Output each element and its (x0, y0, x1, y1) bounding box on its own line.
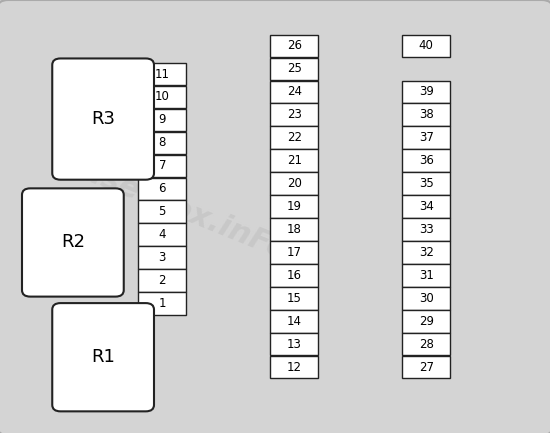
Bar (270, 287, 318, 310)
Bar (270, 81, 318, 103)
Text: 22: 22 (287, 131, 302, 144)
Bar (138, 63, 186, 85)
Text: 31: 31 (419, 269, 434, 282)
Bar (402, 264, 450, 287)
Text: 24: 24 (287, 85, 302, 98)
Text: 39: 39 (419, 85, 434, 98)
Text: 27: 27 (419, 361, 434, 374)
Text: 4: 4 (158, 228, 166, 241)
Bar (138, 292, 186, 315)
Text: 40: 40 (419, 39, 434, 52)
Bar (402, 287, 450, 310)
Bar (270, 310, 318, 333)
Bar (270, 218, 318, 241)
Text: 14: 14 (287, 315, 302, 328)
Text: 20: 20 (287, 177, 302, 190)
Bar (270, 58, 318, 80)
Text: 29: 29 (419, 315, 434, 328)
Bar (270, 241, 318, 264)
Bar (270, 356, 318, 378)
Bar (138, 155, 186, 177)
Text: 1: 1 (158, 297, 166, 310)
Text: 21: 21 (287, 154, 302, 167)
Text: 34: 34 (419, 200, 434, 213)
Text: 11: 11 (155, 68, 170, 81)
Bar (270, 149, 318, 172)
Text: 37: 37 (419, 131, 434, 144)
Bar (270, 126, 318, 149)
Text: 7: 7 (158, 159, 166, 172)
Text: 10: 10 (155, 90, 170, 103)
Text: 8: 8 (158, 136, 166, 149)
Text: 36: 36 (419, 154, 434, 167)
Bar (402, 310, 450, 333)
Text: 33: 33 (419, 223, 433, 236)
Bar (402, 356, 450, 378)
Bar (138, 178, 186, 200)
Text: 16: 16 (287, 269, 302, 282)
FancyBboxPatch shape (22, 188, 124, 297)
Bar (138, 109, 186, 131)
Text: 19: 19 (287, 200, 302, 213)
Text: Fuse-Box.inFo: Fuse-Box.inFo (60, 150, 292, 266)
Bar (138, 269, 186, 292)
Bar (138, 200, 186, 223)
Bar (270, 264, 318, 287)
Bar (402, 172, 450, 195)
Bar (138, 86, 186, 108)
Bar (138, 132, 186, 154)
Bar (138, 246, 186, 269)
Bar (270, 103, 318, 126)
Text: 26: 26 (287, 39, 302, 52)
Bar (402, 81, 450, 103)
Text: 17: 17 (287, 246, 302, 259)
Bar (270, 195, 318, 218)
Text: 2: 2 (158, 274, 166, 287)
Text: 6: 6 (158, 182, 166, 195)
Text: 12: 12 (287, 361, 302, 374)
Text: 23: 23 (287, 108, 302, 121)
Bar (270, 172, 318, 195)
Bar (402, 218, 450, 241)
Bar (138, 223, 186, 246)
Bar (402, 35, 450, 57)
Bar (402, 241, 450, 264)
Text: 18: 18 (287, 223, 302, 236)
Text: 38: 38 (419, 108, 433, 121)
Text: 13: 13 (287, 338, 302, 351)
Text: R3: R3 (91, 110, 115, 128)
Text: 9: 9 (158, 113, 166, 126)
Text: 15: 15 (287, 292, 302, 305)
Text: 3: 3 (158, 251, 166, 264)
Bar (402, 195, 450, 218)
Bar (270, 35, 318, 57)
Text: 28: 28 (419, 338, 434, 351)
Text: R1: R1 (91, 348, 115, 366)
Text: 32: 32 (419, 246, 434, 259)
Text: 25: 25 (287, 62, 302, 75)
FancyBboxPatch shape (52, 303, 154, 411)
Bar (402, 103, 450, 126)
Bar (402, 333, 450, 355)
Bar (402, 149, 450, 172)
Bar (270, 333, 318, 355)
Text: 35: 35 (419, 177, 433, 190)
Text: 30: 30 (419, 292, 433, 305)
FancyBboxPatch shape (52, 58, 154, 180)
Bar (402, 126, 450, 149)
Text: 5: 5 (158, 205, 166, 218)
Text: R2: R2 (61, 233, 85, 252)
